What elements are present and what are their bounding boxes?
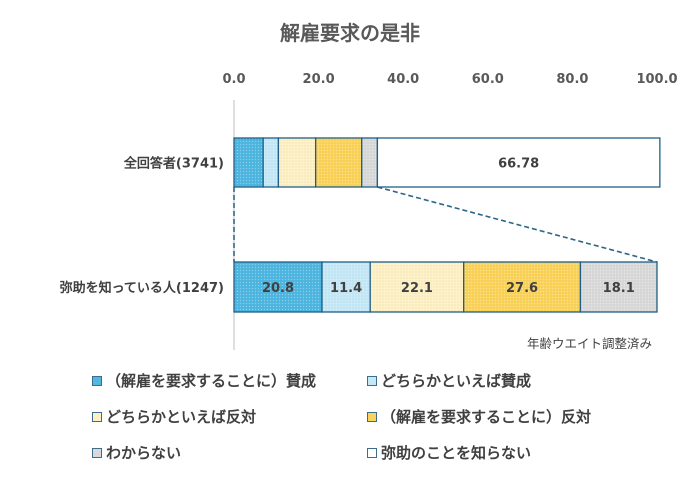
bar-segment	[233, 261, 323, 313]
bar-segment	[321, 261, 371, 313]
legend-label: どちらかといえば反対	[106, 408, 257, 426]
legend-swatch	[92, 411, 102, 422]
x-tick-label: 60.0	[472, 72, 504, 87]
data-label: 27.6	[506, 281, 538, 296]
legend-item: （解雇を要求することに）賛成	[92, 370, 316, 391]
legend-swatch	[367, 447, 377, 458]
bar-segment	[233, 137, 264, 188]
legend-item: どちらかといえば賛成	[367, 370, 531, 391]
chart-title: 解雇要求の是非	[280, 21, 420, 45]
bar-segment	[262, 137, 280, 188]
legend-swatch	[92, 375, 102, 386]
legend-label: 弥助のことを知らない	[381, 444, 532, 462]
legend-label: どちらかといえば賛成	[381, 372, 532, 390]
legend-swatch	[367, 375, 377, 386]
x-tick-label: 40.0	[387, 72, 419, 87]
legend-item: どちらかといえば反対	[92, 406, 256, 427]
x-tick-label: 100.0	[636, 72, 677, 87]
data-label: 18.1	[603, 281, 635, 296]
legend-item: 弥助のことを知らない	[367, 442, 531, 463]
category-labels: 全回答者(3741) 弥助を知っている人(1247)	[60, 156, 224, 297]
bar-area: 66.78 20.8 11.4 22.1 27.6 18.1	[233, 137, 661, 313]
x-tick-label: 20.0	[303, 72, 335, 87]
bar-segment	[463, 261, 582, 313]
x-axis-ticks: 0.0 20.0 40.0 60.0 80.0 100.0	[222, 72, 677, 87]
x-tick-label: 0.0	[222, 72, 245, 87]
legend-item: （解雇を要求することに）反対	[367, 406, 591, 427]
x-tick-label: 80.0	[556, 72, 588, 87]
data-label: 20.8	[262, 281, 294, 296]
bar-segment	[361, 137, 379, 188]
legend-label: （解雇を要求することに）賛成	[106, 372, 317, 390]
legend-label: （解雇を要求することに）反対	[381, 408, 592, 426]
data-label: 11.4	[330, 281, 362, 296]
bar-segment	[277, 137, 317, 188]
bar-segment	[369, 261, 465, 313]
bar-segment	[314, 137, 363, 188]
data-label: 66.78	[498, 157, 539, 172]
connector-right	[377, 186, 658, 263]
bar-segment	[376, 137, 661, 188]
legend-swatch	[92, 447, 102, 458]
category-label: 全回答者(3741)	[123, 156, 224, 172]
weight-adjustment-note: 年齢ウエイト調整済み	[527, 336, 653, 351]
legend-item: わからない	[92, 442, 181, 463]
zoom-connectors	[233, 186, 658, 263]
bar-segment	[579, 261, 658, 313]
legend-swatch	[367, 411, 377, 422]
data-label: 22.1	[401, 281, 433, 296]
category-label: 弥助を知っている人(1247)	[60, 280, 224, 296]
legend-label: わからない	[106, 444, 182, 462]
